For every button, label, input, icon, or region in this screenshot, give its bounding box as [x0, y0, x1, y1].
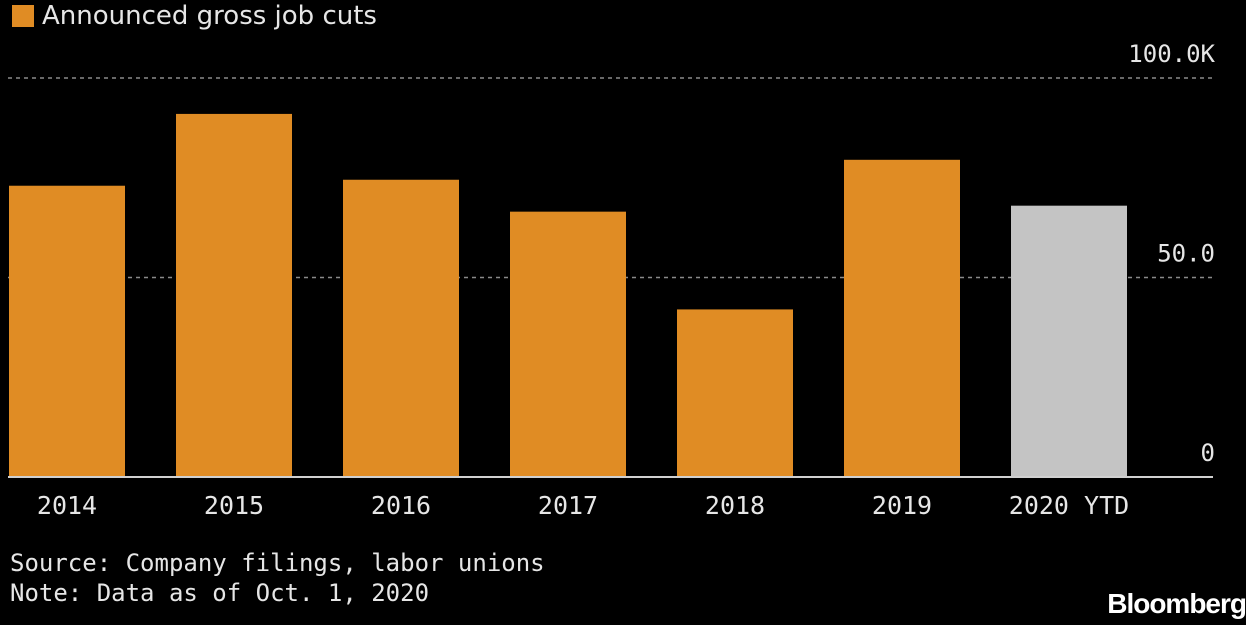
x-tick-label: 2020 YTD — [1009, 491, 1129, 520]
x-tick-label: 2018 — [705, 491, 765, 520]
bar — [510, 211, 626, 478]
x-tick-label: 2017 — [538, 491, 598, 520]
y-tick-label: 100.0K — [1128, 40, 1215, 68]
chart-footer: Source: Company filings, labor unions No… — [10, 548, 545, 608]
y-tick-label: 50.0 — [1157, 240, 1215, 268]
legend-label: Announced gross job cuts — [42, 1, 377, 31]
bar — [176, 113, 292, 477]
bar — [9, 185, 125, 478]
bar — [677, 309, 793, 477]
x-tick-label: 2019 — [872, 491, 932, 520]
x-tick-label: 2014 — [37, 491, 97, 520]
bar — [1011, 205, 1127, 477]
bar-layer — [9, 113, 1127, 478]
bloomberg-logo: Bloomberg — [1107, 588, 1246, 619]
legend: Announced gross job cuts — [12, 0, 377, 32]
data-note: Note: Data as of Oct. 1, 2020 — [10, 579, 430, 607]
legend-swatch — [12, 5, 34, 27]
bar — [343, 179, 459, 477]
bar-chart: 100.0K 50.0 0 2014 2015 2016 2017 2018 2019 2020 … — [8, 40, 1216, 520]
source-note: Source: Company filings, labor unions — [10, 549, 545, 577]
x-tick-label: 2015 — [204, 491, 264, 520]
x-tick-label: 2016 — [371, 491, 431, 520]
axis-layer: 100.0K 50.0 0 2014 2015 2016 2017 2018 2019 2020 … — [8, 40, 1216, 520]
y-tick-label: 0 — [1201, 439, 1215, 467]
bar — [844, 159, 960, 478]
